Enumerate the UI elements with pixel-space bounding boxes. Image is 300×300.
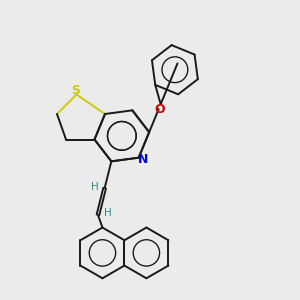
- Text: N: N: [138, 153, 149, 166]
- Text: H: H: [91, 182, 99, 192]
- Text: H: H: [104, 208, 111, 218]
- Text: S: S: [71, 83, 80, 97]
- Text: O: O: [154, 103, 164, 116]
